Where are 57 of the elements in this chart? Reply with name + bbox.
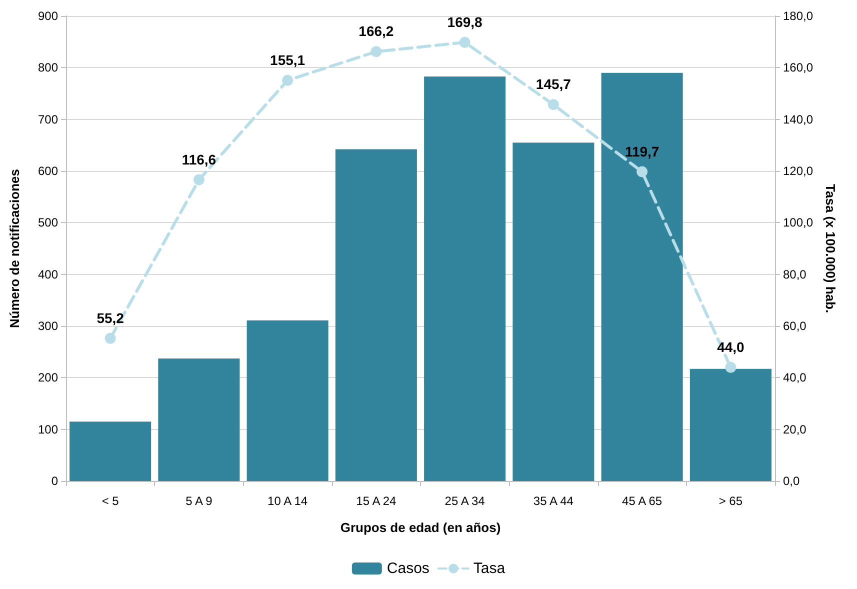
- data-label: 145,7: [536, 76, 572, 92]
- point: [636, 166, 648, 178]
- point: [548, 99, 559, 110]
- y-tick-label: 100: [38, 422, 58, 436]
- y-tick-label: 300: [38, 319, 58, 333]
- data-label: 116,6: [182, 151, 216, 168]
- point: [193, 174, 204, 186]
- y-tick-label: 500: [38, 216, 58, 230]
- bar: [246, 320, 328, 481]
- y-tick-label: 900: [38, 9, 58, 23]
- y2-tick-label: 20,0: [783, 422, 807, 436]
- x-tick-label: 45 A 65: [622, 494, 662, 508]
- bar: [70, 422, 152, 481]
- x-axis-title: Grupos de edad (en años): [340, 520, 501, 535]
- point: [725, 362, 736, 373]
- x-tick-label: 10 A 14: [268, 494, 308, 508]
- y-axis-title: Número de notificaciones: [7, 169, 22, 328]
- point: [104, 332, 116, 344]
- y2-tick-label: 120,0: [783, 164, 814, 178]
- y2-tick-label: 60,0: [783, 319, 807, 333]
- x-tick-label: 15 A 24: [356, 494, 397, 508]
- data-label: 119,7: [624, 143, 660, 160]
- y2-tick-label: 40,0: [783, 370, 807, 385]
- data-label: 55,2: [96, 310, 124, 326]
- point: [459, 36, 470, 48]
- y2-axis-title: Tasa (x 100.000) hab.: [822, 184, 838, 314]
- y-tick-label: 200: [38, 370, 58, 385]
- bar: [601, 72, 683, 481]
- bar: [158, 358, 240, 481]
- x-tick-label: 25 A 34: [444, 494, 486, 508]
- legend-label: Casos: [386, 560, 430, 577]
- data-label: 169,8: [447, 14, 483, 30]
- data-label: 166,2: [358, 23, 394, 40]
- bar: [512, 142, 594, 481]
- y-tick-label: 800: [38, 60, 58, 75]
- x-tick-label: 35 A 44: [533, 494, 574, 508]
- point: [370, 46, 382, 58]
- y2-tick-label: 180,0: [783, 9, 814, 23]
- y-tick-label: 0: [51, 474, 58, 488]
- data-label: 155,1: [270, 52, 306, 68]
- y2-tick-label: 140,0: [783, 112, 814, 126]
- y2-tick-label: 80,0: [783, 267, 807, 282]
- y2-tick-label: 0,0: [783, 474, 800, 488]
- data-label: 44,0: [717, 338, 745, 355]
- legend-label: Tasa: [473, 560, 506, 577]
- x-tick-label: < 5: [102, 494, 120, 508]
- y-tick-label: 700: [38, 112, 58, 126]
- bar: [690, 368, 772, 481]
- x-tick-label: > 65: [718, 494, 743, 508]
- y-tick-label: 400: [38, 267, 58, 282]
- point: [282, 74, 294, 86]
- y2-tick-label: 160,0: [783, 60, 814, 75]
- x-tick-label: 5 A 9: [186, 494, 213, 508]
- bar: [424, 76, 506, 481]
- bar: [335, 149, 417, 481]
- y2-tick-label: 100,0: [783, 216, 814, 230]
- y-tick-label: 600: [38, 164, 58, 178]
